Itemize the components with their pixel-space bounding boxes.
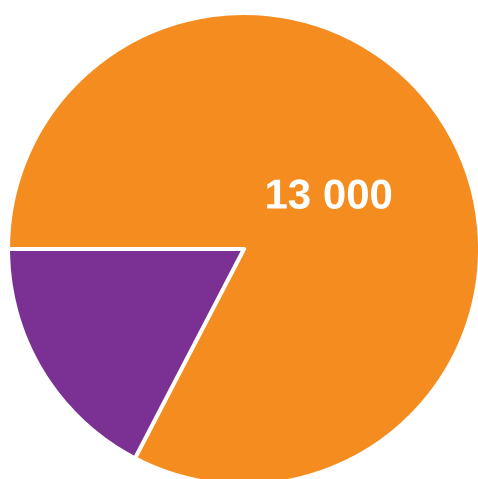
pie-slices	[6, 11, 478, 479]
pie-slice-0	[6, 11, 478, 479]
slice-value-label-0: 13 000	[264, 171, 392, 218]
pie-slice-1	[6, 247, 246, 461]
